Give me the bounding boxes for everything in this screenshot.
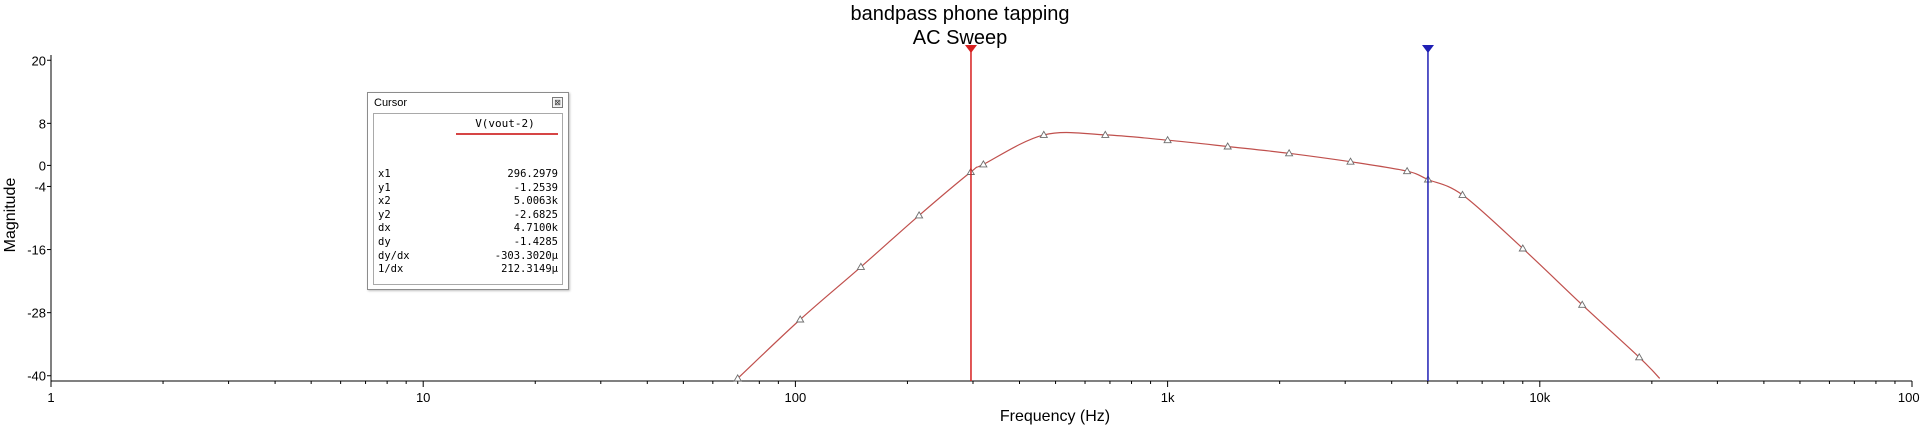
- cursor-row-value: -303.3020µ: [494, 249, 558, 262]
- cursor-row-value: -2.6825: [513, 208, 558, 221]
- y-tick-label: -16: [27, 243, 46, 258]
- cursor-row-label: dy/dx: [378, 249, 410, 262]
- cursor-rows: x1 296.2979 y1 -1.2539 x2 5.0063k y2 -2.6825 dx 4…: [378, 168, 558, 277]
- data-point-marker: [1284, 148, 1294, 157]
- cursor-row-value: 4.7100k: [513, 222, 558, 235]
- cursor-row-value: 296.2979: [507, 168, 558, 180]
- y-axis-ticks: 20 8 0 -4 -16 -28 -40: [27, 53, 51, 384]
- x-tick-label: 10k: [1529, 390, 1550, 405]
- cursor-row-value: 5.0063k: [513, 195, 558, 208]
- x-tick-label: 1: [47, 390, 54, 405]
- data-point-marker: [1223, 142, 1232, 150]
- y-tick-label: 0: [39, 158, 46, 173]
- x-axis-label: Frequency (Hz): [1000, 408, 1110, 425]
- cursor-column-header: V(vout-2): [475, 117, 535, 130]
- y-tick-label: 20: [32, 53, 46, 68]
- cursor-row-label: x2: [378, 195, 391, 208]
- cursor-readout: V(vout-2) x1 296.2979 y1 -1.2539 x2 5.0063k y2…: [373, 113, 563, 285]
- cursor-row-value: 212.3149µ: [501, 263, 558, 276]
- cursor-layer[interactable]: [965, 45, 1434, 381]
- data-point-marker: [795, 315, 805, 323]
- data-point-marker: [979, 160, 988, 168]
- chart-title: bandpass phone tapping: [850, 3, 1069, 25]
- cursor-row-label: dx: [378, 222, 391, 235]
- plot-axes: [50, 55, 1912, 382]
- data-point-marker: [914, 211, 924, 219]
- cursor-row-label: 1/dx: [378, 263, 404, 276]
- cursor-row-label: y2: [378, 208, 391, 221]
- x-axis-ticks: 1 10 100 1k 10k 100k: [47, 381, 1920, 405]
- y-tick-label: -28: [27, 306, 46, 321]
- series-line-vout-2: [737, 131, 1661, 379]
- series-layer: [733, 130, 1661, 382]
- y-tick-label: -4: [34, 179, 46, 194]
- close-icon[interactable]: ⊠: [552, 97, 563, 108]
- cursor-row-value: -1.2539: [513, 181, 558, 194]
- y-tick-label: 8: [39, 116, 46, 131]
- trace-color-swatch: [456, 133, 558, 135]
- data-point-marker: [733, 374, 742, 382]
- cursor-row-label: dy: [378, 235, 391, 248]
- cursor-row-1-dx: 1/dx 212.3149µ: [378, 263, 558, 277]
- x-tick-label: 100: [785, 390, 807, 405]
- x-tick-label: 1k: [1161, 390, 1175, 405]
- chart-subtitle: AC Sweep: [913, 27, 1008, 49]
- cursor-panel-title: Cursor: [374, 97, 408, 109]
- cursor-row-dy-dx: dy/dx -303.3020µ: [378, 250, 558, 264]
- cursor-panel-header[interactable]: Cursor ⊠: [368, 93, 568, 113]
- cursor-1-handle[interactable]: [965, 45, 977, 53]
- cursor-row-value: -1.4285: [513, 235, 558, 248]
- data-point-marker: [1346, 157, 1355, 165]
- cursor-row-x2: x2 5.0063k: [378, 195, 558, 209]
- data-point-marker: [1402, 166, 1412, 175]
- x-tick-label: 100k: [1898, 390, 1920, 405]
- data-point-marker: [1458, 190, 1467, 198]
- cursor-row-y1: y1 -1.2539: [378, 182, 558, 196]
- cursor-panel[interactable]: Cursor ⊠ V(vout-2) x1 296.2979 y1 -1.2539 x2…: [367, 92, 569, 290]
- cursor-row-y2: y2 -2.6825: [378, 209, 558, 223]
- cursor-row-x1: x1 296.2979: [378, 168, 558, 182]
- data-point-marker: [1163, 135, 1172, 144]
- data-point-marker: [1634, 352, 1644, 361]
- cursor-row-label: x1: [378, 168, 391, 180]
- data-point-marker: [1577, 300, 1587, 308]
- data-point-marker: [856, 262, 866, 270]
- y-tick-label: -40: [27, 369, 46, 384]
- data-point-marker: [1039, 130, 1049, 138]
- cursor-row-dy: dy -1.4285: [378, 236, 558, 250]
- data-point-marker: [1518, 244, 1528, 252]
- y-axis-label: Magnitude: [2, 178, 19, 253]
- x-tick-label: 10: [416, 390, 430, 405]
- cursor-row-label: y1: [378, 181, 391, 194]
- cursor-row-dx: dx 4.7100k: [378, 222, 558, 236]
- data-point-marker: [1101, 130, 1110, 138]
- cursor-2-handle[interactable]: [1422, 45, 1434, 53]
